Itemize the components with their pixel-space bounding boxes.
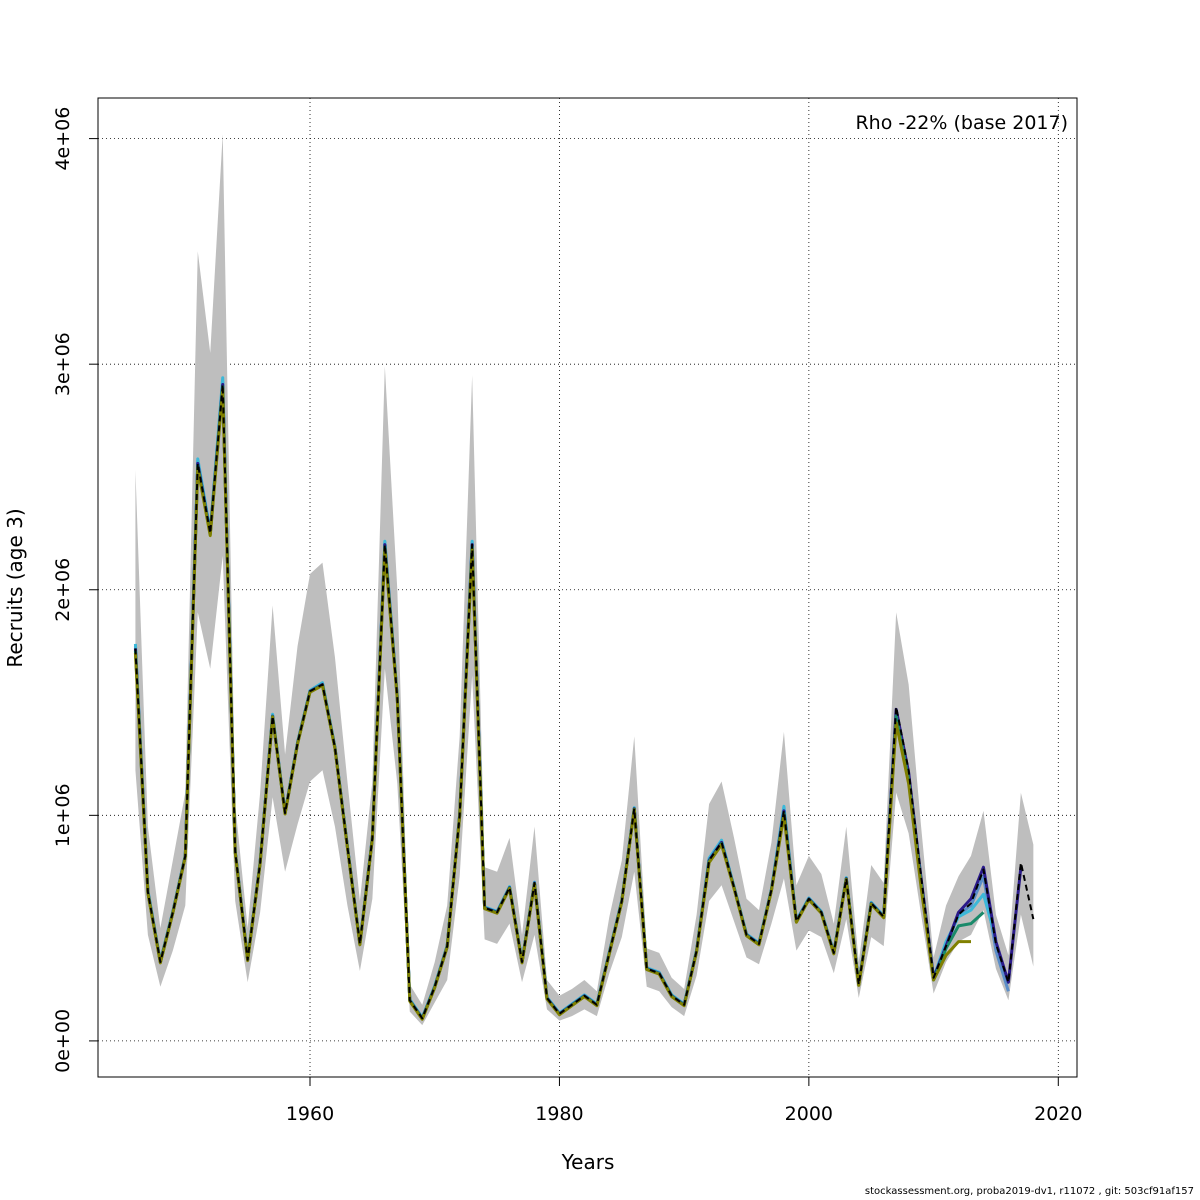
- x-axis: 1960 1980 2000 2020: [286, 1076, 1082, 1125]
- footer-credit: stockassessment.org, proba2019-dv1, r110…: [864, 1186, 1194, 1197]
- y-axis-title: Recruits (age 3): [3, 508, 27, 667]
- series-lines-layer: [133, 376, 1035, 1021]
- series-line-0: [134, 383, 1035, 1020]
- y-tick-label-0: 0e+00: [52, 1009, 74, 1073]
- y-axis: 0e+00 1e+06 2e+06 3e+06 4e+06: [52, 107, 98, 1073]
- series-line-3: [133, 376, 998, 1019]
- confidence-band-layer: [135, 134, 1034, 1026]
- legend-label: Rho -22% (base 2017): [855, 112, 1068, 134]
- y-tick-label-1: 1e+06: [52, 783, 74, 847]
- y-tick-label-4: 4e+06: [52, 107, 74, 171]
- y-tick-label-2: 2e+06: [52, 558, 74, 622]
- y-tick-label-3: 3e+06: [52, 332, 74, 396]
- x-tick-label-1960: 1960: [286, 1103, 334, 1125]
- confidence-band: [135, 134, 1034, 1026]
- x-tick-label-1980: 1980: [535, 1103, 583, 1125]
- x-tick-label-2020: 2020: [1034, 1103, 1082, 1125]
- series-line-5: [133, 387, 971, 1021]
- x-axis-title: Years: [561, 1150, 615, 1174]
- x-tick-label-2000: 2000: [785, 1103, 833, 1125]
